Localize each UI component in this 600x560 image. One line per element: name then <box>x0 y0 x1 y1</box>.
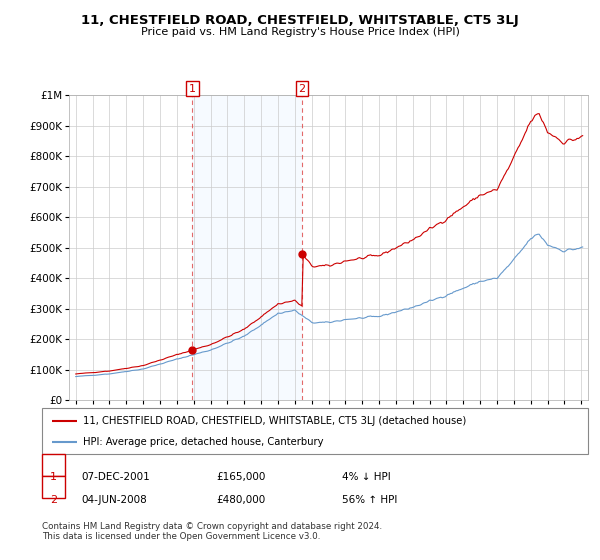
Bar <box>193 95 302 400</box>
Text: Price paid vs. HM Land Registry's House Price Index (HPI): Price paid vs. HM Land Registry's House … <box>140 27 460 37</box>
Text: Contains HM Land Registry data © Crown copyright and database right 2024.
This d: Contains HM Land Registry data © Crown c… <box>42 522 382 542</box>
Text: HPI: Average price, detached house, Canterbury: HPI: Average price, detached house, Cant… <box>83 437 323 447</box>
Text: 07-DEC-2001: 07-DEC-2001 <box>81 472 150 482</box>
Text: 2: 2 <box>298 83 305 94</box>
Text: 56% ↑ HPI: 56% ↑ HPI <box>342 494 397 505</box>
Text: £480,000: £480,000 <box>216 494 265 505</box>
Text: 4% ↓ HPI: 4% ↓ HPI <box>342 472 391 482</box>
Text: 1: 1 <box>189 83 196 94</box>
Text: 11, CHESTFIELD ROAD, CHESTFIELD, WHITSTABLE, CT5 3LJ (detached house): 11, CHESTFIELD ROAD, CHESTFIELD, WHITSTA… <box>83 416 466 426</box>
FancyBboxPatch shape <box>42 408 588 454</box>
Text: £165,000: £165,000 <box>216 472 265 482</box>
Text: 1: 1 <box>50 472 57 482</box>
Text: 2: 2 <box>50 494 57 505</box>
Text: 11, CHESTFIELD ROAD, CHESTFIELD, WHITSTABLE, CT5 3LJ: 11, CHESTFIELD ROAD, CHESTFIELD, WHITSTA… <box>81 14 519 27</box>
Text: 04-JUN-2008: 04-JUN-2008 <box>81 494 147 505</box>
